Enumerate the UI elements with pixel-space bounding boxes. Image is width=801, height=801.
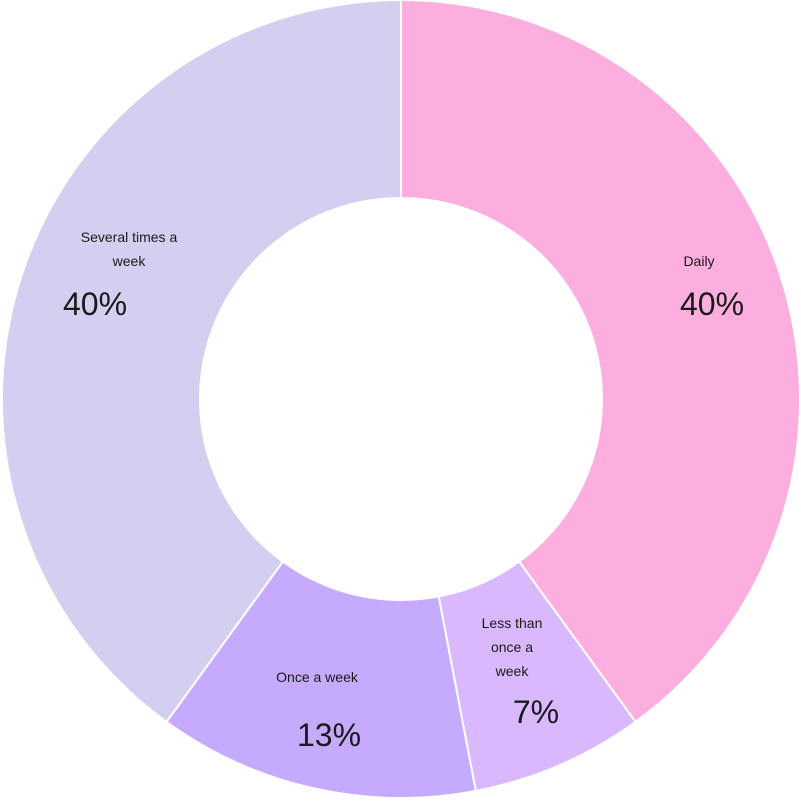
category-label: Daily: [683, 253, 714, 269]
category-label: Once a week: [276, 669, 359, 685]
category-label: Several times a week: [81, 229, 178, 269]
slice-daily: [400, 0, 801, 724]
slice-several-times-a-week: [1, 0, 402, 724]
slice-once-a-week: [165, 560, 477, 799]
percent-label: 7%: [513, 694, 559, 730]
donut-labels: Daily 40% Less than once a week 7% Once a week…: [63, 229, 744, 753]
percent-label: 40%: [63, 286, 127, 322]
percent-label: 13%: [297, 717, 361, 753]
percent-label: 40%: [680, 286, 744, 322]
category-label: Less than once a week: [482, 615, 543, 679]
